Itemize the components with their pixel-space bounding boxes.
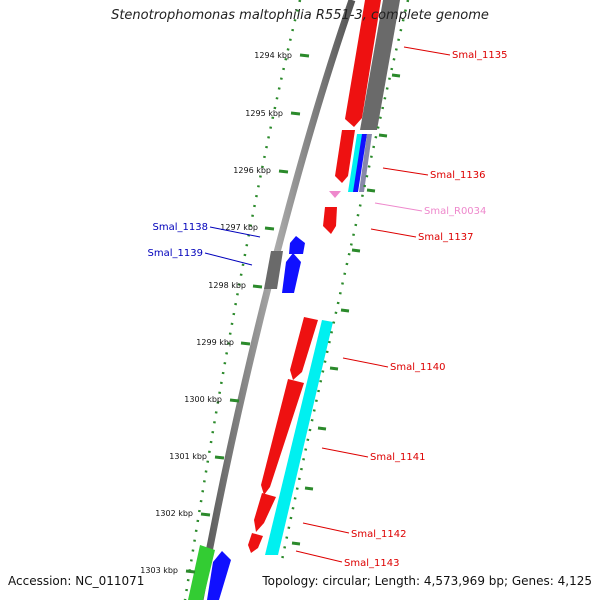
gene-labels: Smal_1135 Smal_1136 Smal_R0034 Smal_1137 Sma… xyxy=(148,46,507,569)
cds-smal-1140-red xyxy=(290,317,318,380)
gene-label-smal-1140[interactable]: Smal_1140 xyxy=(390,362,445,373)
gene-label-leader xyxy=(321,447,369,458)
cds-smal-1136-red xyxy=(335,130,355,183)
scale-tick-label: 1297 kbp xyxy=(220,223,258,232)
scale-tick-label: 1298 kbp xyxy=(208,281,246,290)
cds-smal-1136-cyan xyxy=(348,134,363,192)
gene-label-smal-1138[interactable]: Smal_1138 xyxy=(153,222,208,233)
gene-label-smal-1137[interactable]: Smal_1137 xyxy=(418,232,473,243)
scale-tick-mark xyxy=(290,111,301,116)
cds-smal-1141 xyxy=(261,379,304,495)
cds-blue-bottom xyxy=(207,551,231,600)
scale-tick-label: 1294 kbp xyxy=(254,51,292,60)
scale-ticks: 1294 kbp 1295 kbp 1296 kbp 1297 kbp 1298 kbp… xyxy=(140,0,410,600)
gene-label-leader xyxy=(374,202,423,212)
outer-scale-tick-mark xyxy=(291,541,301,546)
outer-scale-tick-mark xyxy=(378,133,388,138)
gene-label-smal-1136[interactable]: Smal_1136 xyxy=(430,170,485,181)
cds-smal-1142 xyxy=(254,493,276,532)
cds-smal-1135-red xyxy=(345,0,381,127)
scale-tick-label: 1295 kbp xyxy=(245,109,283,118)
cds-smal-1138 xyxy=(289,236,305,254)
gene-label-smal-1139[interactable]: Smal_1139 xyxy=(148,248,203,259)
genome-title: Stenotrophomonas maltophilia R551-3, com… xyxy=(111,8,489,23)
cds-smal-1139-gray xyxy=(264,251,283,289)
gene-label-smal-1143[interactable]: Smal_1143 xyxy=(344,558,399,569)
gene-label-leader xyxy=(209,226,261,238)
cds-smal-1139-blue xyxy=(282,253,301,293)
gene-label-leader xyxy=(204,252,253,266)
gene-label-smal-1141[interactable]: Smal_1141 xyxy=(370,452,425,463)
gene-label-leader xyxy=(370,228,417,238)
scale-tick-label: 1301 kbp xyxy=(169,452,207,461)
scale-tick-label: 1299 kbp xyxy=(196,338,234,347)
cds-smal-1140-cyan xyxy=(265,320,333,555)
gene-label-smal-1142[interactable]: Smal_1142 xyxy=(351,529,406,540)
scale-tick-mark xyxy=(299,53,310,58)
cds-green xyxy=(188,545,215,600)
scale-tick-mark xyxy=(214,455,225,460)
trna-smal-r0034 xyxy=(329,191,341,198)
scale-tick-mark xyxy=(278,169,289,174)
cds-smal-1143 xyxy=(248,533,263,553)
gene-label-leader xyxy=(302,522,350,534)
outer-scale-tick-mark xyxy=(329,366,339,371)
scale-tick-mark xyxy=(200,512,211,517)
scale-tick-mark xyxy=(185,569,196,574)
outer-scale-tick-mark xyxy=(317,426,327,431)
topology-text: Topology: circular; Length: 4,573,969 bp… xyxy=(262,574,592,588)
scale-tick-mark xyxy=(264,226,275,231)
scale-tick-mark xyxy=(229,398,240,403)
gene-label-leader xyxy=(382,167,429,176)
outer-scale-tick-mark xyxy=(366,188,376,193)
scale-tick-label: 1303 kbp xyxy=(140,566,178,575)
outer-scale-tick-mark xyxy=(351,248,361,253)
features-layer xyxy=(188,0,400,600)
accession-text: Accession: NC_011071 xyxy=(8,574,145,588)
gene-label-leader xyxy=(342,357,389,368)
scale-tick-label: 1296 kbp xyxy=(233,166,271,175)
outer-scale-tick-mark xyxy=(340,308,350,313)
scale-dotted-line-outer xyxy=(280,0,410,561)
cds-smal-1136-blue xyxy=(353,134,367,192)
scale-tick-label: 1300 kbp xyxy=(184,395,222,404)
gene-label-smal-1135[interactable]: Smal_1135 xyxy=(452,50,507,61)
gene-label-smal-r0034[interactable]: Smal_R0034 xyxy=(424,206,486,217)
scale-tick-label: 1302 kbp xyxy=(155,509,193,518)
scale-tick-mark xyxy=(240,341,251,346)
cds-smal-1135-gray xyxy=(360,0,400,130)
cds-smal-1137 xyxy=(323,207,337,234)
scale-tick-mark xyxy=(252,284,263,289)
cds-smal-1136-gray xyxy=(359,134,372,192)
gene-label-leader xyxy=(403,46,451,56)
outer-scale-tick-mark xyxy=(391,73,401,78)
gene-label-leader xyxy=(295,550,343,563)
outer-scale-tick-mark xyxy=(304,486,314,491)
